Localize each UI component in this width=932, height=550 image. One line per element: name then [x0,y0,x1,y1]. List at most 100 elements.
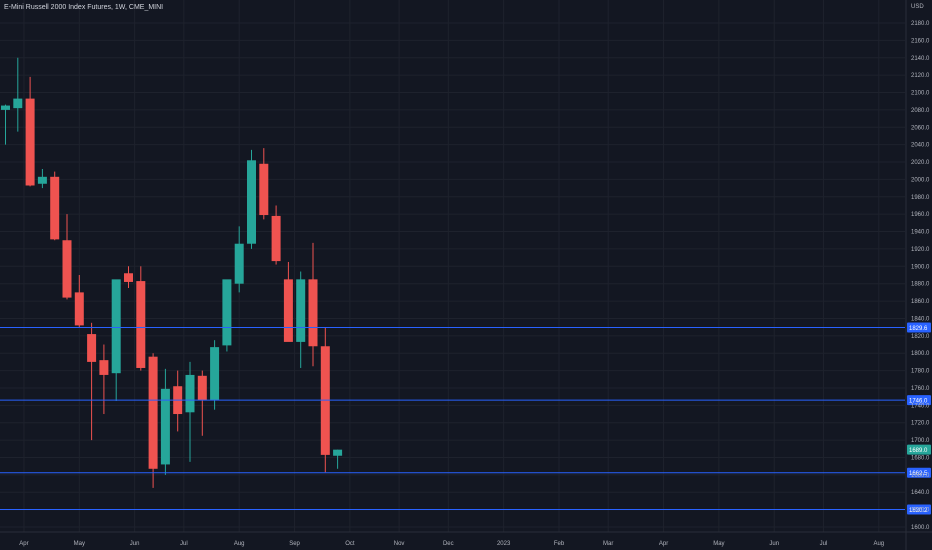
time-tick-label: Feb [554,541,565,547]
price-tick-label: 2020.0 [911,160,930,166]
currency-label: USD [911,4,924,10]
price-tick-label: 1960.0 [911,212,930,218]
time-tick-label: May [74,541,85,547]
price-tick-label: 1660.0 [911,473,930,479]
candle-body[interactable] [1,105,10,110]
candle-body[interactable] [333,449,343,456]
horizontal-line-price-label: 1829.6 [909,326,928,332]
price-tick-label: 2120.0 [911,73,930,79]
price-tick-label: 1600.0 [911,525,930,531]
price-tick-label: 1800.0 [911,351,930,357]
time-tick-label: Sep [289,541,300,547]
candle-body[interactable] [271,215,281,262]
candle[interactable] [333,449,343,469]
price-tick-label: 1900.0 [911,264,930,270]
candle-body[interactable] [25,98,35,186]
time-tick-label: Mar [603,541,613,547]
candle-body[interactable] [136,281,146,368]
candle-body[interactable] [160,388,170,465]
candle-body[interactable] [99,360,109,375]
horizontal-lines[interactable]: 1829.6 1746.0 1662.5 1620.2 1689.0 [0,322,931,515]
candle-body[interactable] [283,279,293,342]
horizontal-line-price-label: 1746.0 [909,399,928,405]
price-tick-label: 1940.0 [911,230,930,236]
candle[interactable] [283,261,293,342]
candle[interactable] [13,57,23,132]
chart-title: E-Mini Russell 2000 Index Futures, 1W, C… [4,4,164,11]
candle[interactable] [197,370,207,436]
candle[interactable] [136,266,146,371]
candle[interactable] [247,149,256,249]
time-tick-label: Apr [19,541,28,547]
price-tick-label: 2140.0 [911,56,930,62]
price-tick-label: 2080.0 [911,108,930,114]
time-tick-label: Jun [130,541,140,547]
time-tick-label: Apr [659,541,668,547]
candle-body[interactable] [185,374,195,413]
price-tick-label: 1840.0 [911,316,930,322]
price-tick-label: 2160.0 [911,38,930,44]
price-tick-label: 2040.0 [911,143,930,149]
price-tick-label: 1760.0 [911,386,930,392]
candle-body[interactable] [222,279,232,346]
candle-body[interactable] [87,334,97,362]
time-tick-label: Jul [820,541,828,547]
candle-body[interactable] [148,356,158,469]
price-tick-label: 1680.0 [911,455,930,461]
candle-body[interactable] [62,240,72,298]
candle-body[interactable] [37,176,47,184]
candle[interactable] [37,168,47,189]
candle[interactable] [124,266,133,289]
time-tick-label: Aug [234,541,245,547]
candle[interactable] [160,368,170,475]
time-tick-label: 2023 [497,541,511,547]
candle[interactable] [234,226,244,293]
price-tick-label: 1860.0 [911,299,930,305]
candle-body[interactable] [259,163,269,216]
horizontal-line-price-tag [907,395,931,406]
price-axis[interactable]: 1600.0 1620.0 1640.0 1660.0 1680.0 1700.0 1720… [905,0,930,550]
candle-body[interactable] [308,279,318,347]
candle[interactable] [50,171,60,241]
time-tick-label: Jun [769,541,779,547]
candle[interactable] [111,279,121,401]
horizontal-line-price-label: 1662.5 [909,471,928,477]
candle-body[interactable] [247,160,256,244]
candle[interactable] [210,340,220,410]
time-tick-label: May [713,541,724,547]
time-tick-label: Nov [394,541,405,547]
candle-body[interactable] [111,279,121,374]
price-tick-label: 1880.0 [911,282,930,288]
candle[interactable] [74,275,84,328]
price-tick-label: 2100.0 [911,91,930,97]
candle-body[interactable] [50,176,60,240]
horizontal-line-price-label: 1620.2 [909,508,928,514]
candle[interactable] [1,104,10,145]
last-price-tag [907,444,931,455]
price-tick-label: 1720.0 [911,421,930,427]
price-tick-label: 1820.0 [911,334,930,340]
candle-body[interactable] [296,279,306,342]
candle-body[interactable] [210,347,220,401]
candle[interactable] [185,361,195,462]
candle-body[interactable] [197,375,207,401]
candle[interactable] [87,322,97,441]
candle[interactable] [259,148,269,220]
candle[interactable] [99,344,109,415]
candle[interactable] [222,279,232,352]
candle[interactable] [25,76,35,187]
candle[interactable] [308,242,318,367]
candle-body[interactable] [234,243,244,284]
time-axis[interactable]: Apr May Jun Jul Aug Sep Oct Nov Dec 2023 Feb Mar Apr… [0,531,932,547]
horizontal-line-price-tag [907,467,931,478]
candle[interactable] [296,271,306,368]
candle-body[interactable] [124,273,133,282]
candle[interactable] [148,353,158,488]
candle[interactable] [62,214,72,300]
price-tick-label: 2060.0 [911,125,930,131]
candle-body[interactable] [74,292,84,326]
candle-body[interactable] [13,98,23,109]
candle[interactable] [271,205,281,265]
